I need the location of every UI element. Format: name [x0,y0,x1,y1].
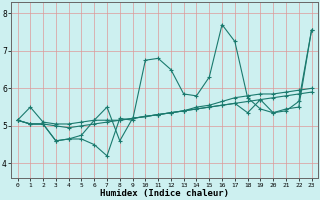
X-axis label: Humidex (Indice chaleur): Humidex (Indice chaleur) [100,189,229,198]
